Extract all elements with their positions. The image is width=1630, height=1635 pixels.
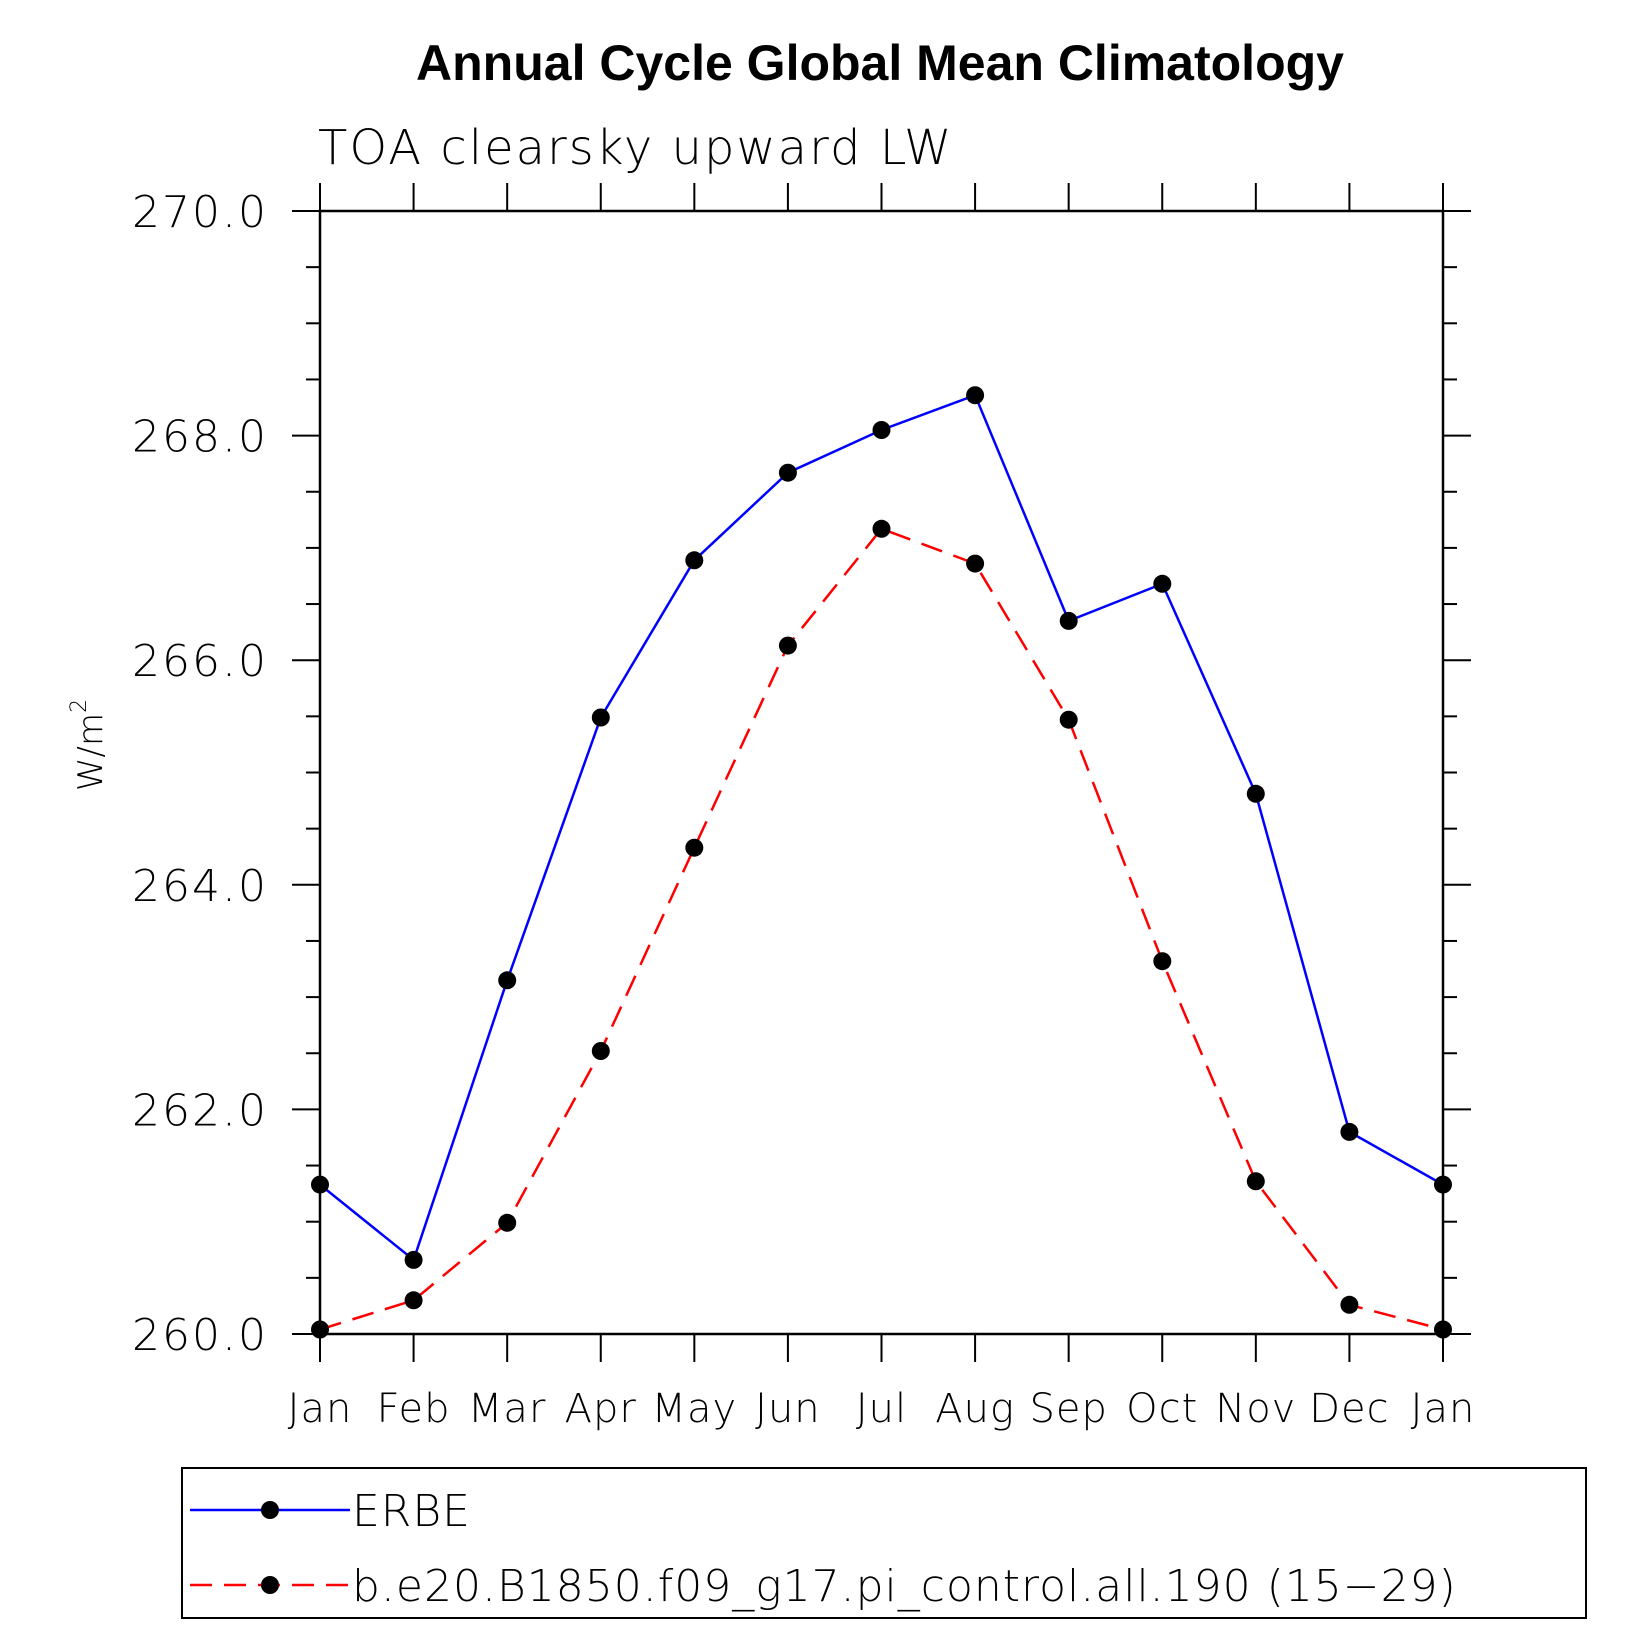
x-tick-label-10: Nov xyxy=(1215,1386,1296,1432)
series-0-point-10 xyxy=(1246,784,1265,803)
plot-area xyxy=(311,386,1452,1339)
x-tick-label-7: Aug xyxy=(935,1386,1015,1432)
series-1-point-8 xyxy=(1059,710,1078,729)
series-0-point-9 xyxy=(1153,574,1172,593)
series-0-point-11 xyxy=(1340,1122,1359,1141)
series-1-point-1 xyxy=(404,1291,423,1310)
series-1-point-7 xyxy=(966,554,985,573)
series-1-point-5 xyxy=(778,636,797,655)
series-1-point-2 xyxy=(498,1213,517,1232)
x-tick-label-12: Jan xyxy=(1411,1386,1476,1432)
legend-marker-1 xyxy=(261,1576,279,1594)
series-0-point-3 xyxy=(591,708,610,727)
y-axis-label-superscript: 2 xyxy=(67,699,92,713)
x-tick-label-11: Dec xyxy=(1309,1386,1389,1432)
chart-title: Annual Cycle Global Mean Climatology xyxy=(416,35,1344,91)
series-line-1 xyxy=(319,527,1444,1331)
y-tick-label-3: 266.0 xyxy=(132,636,268,687)
series-0-point-6 xyxy=(872,421,891,439)
y-tick-label-1: 262.0 xyxy=(132,1085,268,1136)
x-tick-label-6: Jul xyxy=(856,1386,907,1432)
chart-subtitle: TOA clearsky upward LW xyxy=(318,120,954,176)
series-0-point-4 xyxy=(685,551,704,570)
series-1-point-3 xyxy=(591,1042,610,1060)
x-tick-label-4: May xyxy=(651,1386,737,1432)
y-tick-label-4: 268.0 xyxy=(132,412,268,463)
tick-labels: 260.0 262.0 264.0 266.0 268.0 270.0 Jan Feb Mar A… xyxy=(132,187,1476,1432)
series-0-point-1 xyxy=(404,1250,423,1269)
series-0-point-8 xyxy=(1059,611,1078,630)
series-1-point-4 xyxy=(685,838,704,857)
y-tick-label-0: 260.0 xyxy=(132,1310,268,1361)
series-1-point-6 xyxy=(872,519,891,538)
series-0-point-2 xyxy=(498,971,517,990)
y-axis-label: W/m2 xyxy=(67,699,111,791)
plot-frame xyxy=(318,209,1445,1336)
legend-label-1: b.e20.B1850.f09_g17.pi_control.all.190 (… xyxy=(352,1561,1457,1612)
x-tick-label-0: Jan xyxy=(288,1386,353,1432)
y-axis-label-text: W/m xyxy=(71,713,111,791)
x-tick-label-5: Jun xyxy=(755,1386,821,1432)
legend-label-0: ERBE xyxy=(352,1486,471,1537)
axes xyxy=(292,183,1471,1362)
legend-marker-0 xyxy=(261,1501,279,1519)
y-tick-label-2: 264.0 xyxy=(132,861,268,912)
x-tick-label-9: Oct xyxy=(1126,1386,1198,1432)
series-1-point-10 xyxy=(1246,1172,1265,1191)
series-1-point-9 xyxy=(1153,952,1172,971)
x-tick-label-2: Mar xyxy=(468,1386,546,1432)
y-tick-label-5: 270.0 xyxy=(132,187,268,238)
x-tick-label-8: Sep xyxy=(1029,1386,1107,1432)
legend: ERBE b.e20.B1850.f09_g17.pi_control.all.1… xyxy=(181,1467,1587,1619)
legend-box xyxy=(181,1467,1587,1619)
x-tick-label-1: Feb xyxy=(377,1386,451,1432)
series-0-point-7 xyxy=(966,386,985,405)
x-tick-label-3: Apr xyxy=(565,1386,637,1432)
series-0-point-5 xyxy=(778,463,797,482)
series-1-point-11 xyxy=(1340,1295,1359,1314)
